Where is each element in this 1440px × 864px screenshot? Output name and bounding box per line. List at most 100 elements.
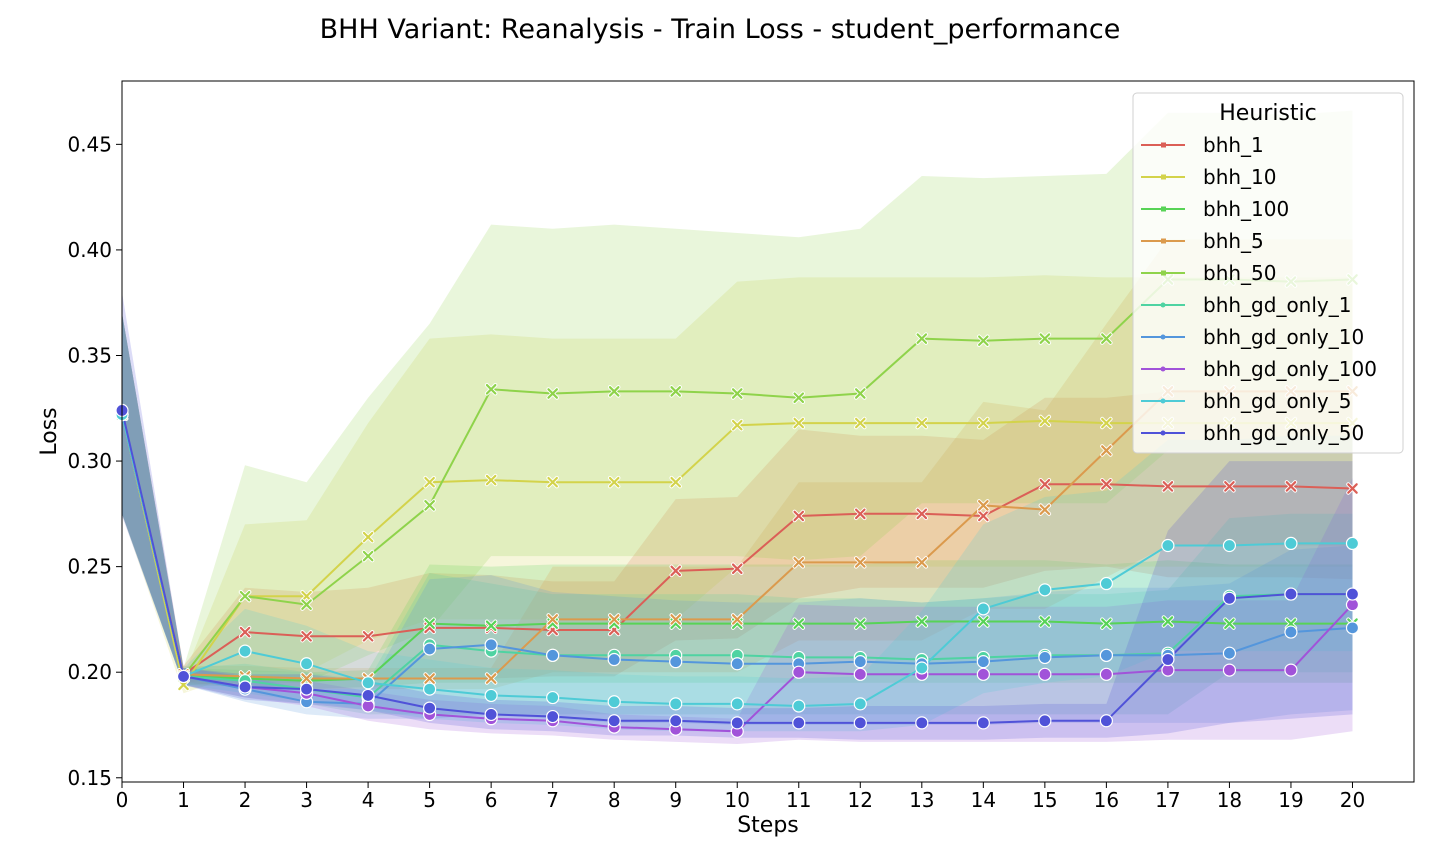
x-tick-label: 13 [909,788,934,812]
point-bhh-gd-only-5-5 [423,682,437,696]
legend-marker [1160,334,1166,340]
point-bhh-5-13 [915,556,929,569]
legend-marker [1160,366,1166,372]
point-bhh-gd-only-50-3 [299,682,314,696]
x-tick-label: 1 [177,788,190,812]
point-bhh-50-2 [238,589,252,603]
legend-items: bhh_1 bhh_10 bhh_100 bhh_5 bhh_50 bhh_gd_only… [1141,133,1377,445]
x-tick-label: 3 [300,788,313,812]
x-tick-label: 11 [786,788,811,812]
legend-box [1132,92,1404,454]
x-tick-label: 8 [608,788,621,812]
legend-marker [1161,238,1166,244]
band-bhh-1 [122,313,1353,683]
point-bhh-1-12 [854,507,867,521]
legend-label: bhh_gd_only_100 [1203,357,1377,381]
point-bhh-gd-only-50-16 [1099,714,1113,728]
x-tick-label: 12 [848,788,873,812]
point-bhh-50-16 [1100,332,1113,345]
point-bhh-100-13 [915,615,929,628]
point-bhh-gd-only-5-16 [1099,576,1113,591]
x-tick-label: 20 [1340,788,1365,812]
point-bhh-gd-only-50-1 [176,669,191,684]
point-bhh-gd-only-5-2 [238,644,252,658]
point-bhh-5-6 [484,672,498,685]
point-bhh-gd-only-50-7 [546,709,560,724]
point-bhh-gd-only-5-20 [1345,536,1360,551]
point-bhh-1-2 [238,625,252,639]
x-tick-label: 2 [239,788,252,812]
legend-marker [1160,302,1166,308]
point-bhh-gd-only-5-13 [915,661,929,675]
point-bhh-1-15 [1038,478,1052,491]
x-tick-label: 19 [1278,788,1303,812]
point-bhh-50-10 [731,387,744,400]
point-bhh-5-16 [1100,444,1113,457]
point-bhh-100-17 [1161,615,1175,628]
point-bhh-5-14 [977,499,990,512]
legend-marker [1161,142,1166,148]
x-tick-label: 9 [669,788,682,812]
point-bhh-1-18 [1223,480,1236,493]
plot-area [115,80,1415,783]
point-bhh-5-3 [300,672,313,685]
legend-label: bhh_100 [1203,197,1289,221]
point-bhh-gd-only-5-3 [299,657,314,671]
band-bhh-5 [122,239,1353,690]
point-bhh-gd-only-5-18 [1222,538,1237,553]
point-bhh-50-3 [300,598,313,611]
point-bhh-10-11 [792,416,805,430]
point-bhh-5-12 [854,556,867,569]
point-bhh-gd-only-100-12 [853,667,867,681]
point-bhh-gd-only-5-8 [607,695,621,709]
point-bhh-gd-only-5-10 [730,697,744,711]
band-bhh-gd-only-100 [122,313,1353,744]
band-bhh-gd-only-5 [122,313,1353,732]
point-bhh-gd-only-100-16 [1099,667,1113,681]
point-bhh-100-11 [792,617,805,630]
point-bhh-gd-only-5-11 [792,699,806,713]
point-bhh-gd-only-10-10 [730,657,744,671]
legend-item-bhh-100: bhh_100 [1141,197,1289,221]
point-bhh-1-3 [300,630,313,643]
point-bhh-50-4 [361,549,375,563]
legend-item-bhh-1: bhh_1 [1141,133,1264,157]
point-bhh-10-16 [1100,416,1113,430]
point-bhh-gd-only-50-2 [238,680,252,694]
legend-item-bhh-50: bhh_50 [1141,261,1277,285]
x-tick-label: 7 [546,788,559,812]
point-bhh-gd-only-10-7 [546,648,560,662]
point-bhh-50-5 [423,499,436,512]
y-tick-label: 0.30 [67,449,112,473]
point-bhh-gd-only-50-18 [1222,591,1237,605]
point-bhh-gd-only-5-9 [669,697,683,711]
legend-item-bhh-gd-only-10: bhh_gd_only_10 [1141,325,1364,349]
x-tick-label: 18 [1217,788,1242,812]
point-bhh-gd-only-50-9 [669,714,683,728]
point-bhh-gd-only-5-12 [853,697,867,711]
legend-label: bhh_gd_only_10 [1203,325,1364,349]
y-tick-label: 0.20 [67,660,112,684]
point-bhh-gd-only-5-15 [1038,583,1052,597]
point-bhh-50-12 [854,387,867,400]
point-bhh-5-8 [607,613,621,626]
point-bhh-100-18 [1223,617,1236,630]
legend-marker [1160,398,1166,404]
point-bhh-1-14 [977,509,990,523]
x-axis-ticks: 0 1 2 3 4 5 6 7 8 9 10 11 12 13 14 15 16 17 18 19 20 [116,782,1365,812]
point-bhh-gd-only-50-17 [1161,652,1175,667]
point-bhh-gd-only-100-18 [1222,663,1237,677]
y-tick-label: 0.35 [67,343,112,367]
x-tick-label: 17 [1155,788,1180,812]
point-bhh-gd-only-10-15 [1038,650,1052,665]
point-bhh-100-6 [484,619,498,632]
point-bhh-10-13 [915,416,929,430]
legend-title: Heuristic [1219,101,1316,126]
point-bhh-gd-only-10-9 [669,655,683,669]
legend-marker [1160,430,1166,436]
point-bhh-50-13 [915,332,929,345]
point-bhh-gd-only-50-19 [1284,587,1298,601]
point-bhh-10-15 [1038,414,1052,428]
point-bhh-gd-only-5-7 [546,690,560,705]
point-bhh-gd-only-50-14 [976,716,990,730]
